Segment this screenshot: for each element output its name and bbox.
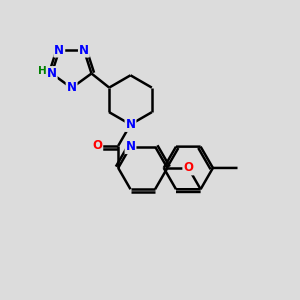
Text: H: H <box>38 65 46 76</box>
Text: O: O <box>92 139 102 152</box>
Text: N: N <box>125 140 136 153</box>
Text: N: N <box>54 44 64 57</box>
Text: N: N <box>125 118 136 131</box>
Text: N: N <box>67 82 76 94</box>
Text: N: N <box>79 44 89 57</box>
Text: O: O <box>183 161 193 174</box>
Text: N: N <box>47 67 57 80</box>
